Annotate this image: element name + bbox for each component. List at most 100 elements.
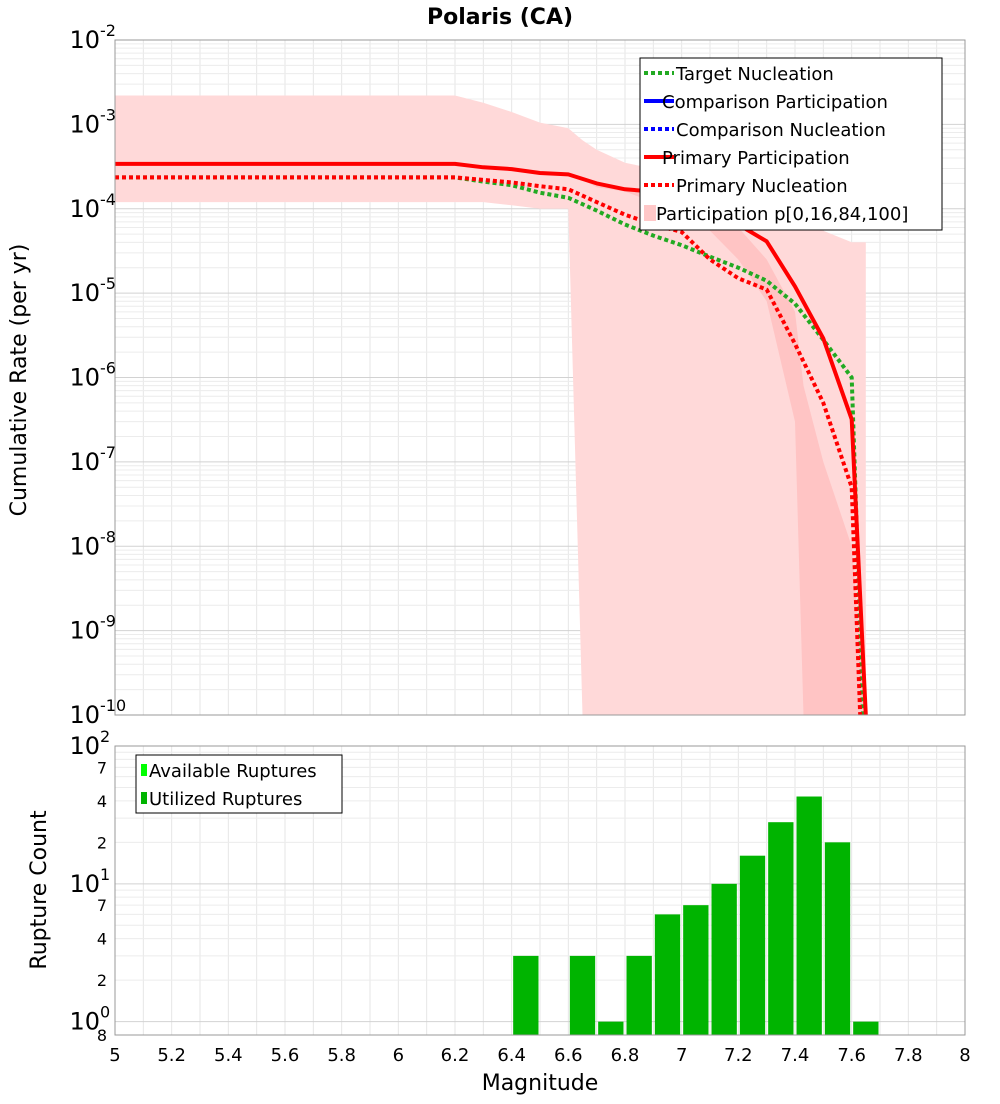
top-y-tick: 10 -5 — [69, 274, 116, 307]
x-tick-label: 5 — [109, 1045, 120, 1066]
bottom-y-tick-exponent: 0 — [100, 1003, 110, 1022]
top-y-tick-base: 10 — [69, 195, 100, 223]
bottom-legend-item: Utilized Ruptures — [141, 789, 302, 810]
top-plot-frame — [114, 39, 966, 716]
x-tick-label: 5.2 — [157, 1045, 186, 1066]
bottom-legend-swatch — [141, 792, 147, 804]
rupture-bar — [683, 905, 709, 1035]
x-tick-label: 6.8 — [611, 1045, 640, 1066]
bottom-y-tick: 8 — [97, 1026, 107, 1045]
top-y-tick: 10 -4 — [69, 190, 116, 223]
rupture-bar — [739, 855, 766, 1035]
top-y-tick-base: 10 — [69, 532, 100, 560]
top-y-tick-exponent: -10 — [100, 696, 126, 715]
top-y-tick: 10 -9 — [69, 612, 116, 645]
x-tick-label: 7.4 — [781, 1045, 810, 1066]
rupture-bar — [626, 955, 652, 1035]
top-y-tick: 10 -7 — [69, 443, 116, 476]
x-tick-label: 7.8 — [894, 1045, 923, 1066]
bottom-y-tick: 10 1 — [69, 865, 110, 898]
x-tick-label: 7.2 — [724, 1045, 753, 1066]
bottom-legend-label: Utilized Ruptures — [149, 789, 302, 810]
rupture-bar — [853, 1021, 879, 1035]
top-y-tick-base: 10 — [69, 701, 100, 729]
top-y-tick-exponent: -4 — [100, 190, 116, 209]
rupture-bar — [654, 914, 681, 1035]
bottom-y-tick-base: 2 — [97, 971, 107, 990]
participation-band-outer — [115, 95, 866, 715]
x-tick-label: 6.6 — [554, 1045, 583, 1066]
top-y-tick-base: 10 — [69, 110, 100, 138]
rupture-bar — [768, 822, 794, 1035]
top-y-tick: 10 -6 — [69, 359, 116, 392]
bottom-y-tick-base: 4 — [97, 930, 107, 949]
top-y-tick-base: 10 — [69, 279, 100, 307]
top-legend-label: Comparison Nucleation — [676, 120, 886, 141]
x-axis-label: Magnitude — [482, 1071, 599, 1096]
top-legend-item: Comparison Nucleation — [644, 120, 886, 141]
top-legend-item: Comparison Participation — [644, 92, 888, 113]
bottom-y-tick-base: 7 — [97, 758, 107, 777]
x-tick-label: 5.8 — [327, 1045, 356, 1066]
top-y-tick-exponent: -3 — [100, 105, 116, 124]
bottom-y-tick: 10 0 — [69, 1003, 110, 1036]
bottom-y-tick: 7 — [97, 758, 107, 777]
top-y-tick-base: 10 — [69, 617, 100, 645]
bottom-y-tick-base: 8 — [97, 1026, 107, 1045]
bottom-y-tick-base: 7 — [97, 896, 107, 915]
bottom-y-tick: 2 — [97, 833, 107, 852]
rupture-bar — [569, 955, 596, 1035]
top-y-tick-base: 10 — [69, 448, 100, 476]
x-tick-label: 6.4 — [497, 1045, 526, 1066]
top-y-tick-exponent: -2 — [100, 21, 116, 40]
rupture-bar — [598, 1021, 624, 1035]
top-legend-swatch — [644, 205, 656, 221]
rupture-bar — [824, 842, 851, 1035]
top-y-tick: 10 -3 — [69, 105, 116, 138]
top-y-tick-exponent: -8 — [100, 527, 116, 546]
top-legend-label: Primary Participation — [662, 148, 850, 169]
series-line-primary-participation — [115, 161, 868, 716]
x-tick-label: 8 — [959, 1045, 970, 1066]
x-tick-label: 6 — [393, 1045, 404, 1066]
top-legend-item: Primary Nucleation — [644, 176, 848, 197]
top-y-tick-exponent: -7 — [100, 443, 116, 462]
bottom-legend-box — [135, 754, 343, 814]
top-legend-label: Participation p[0,16,84,100] — [656, 204, 908, 225]
bottom-y-tick-base: 10 — [69, 1008, 100, 1036]
top-y-tick: 10 -8 — [69, 527, 116, 560]
top-y-tick-exponent: -9 — [100, 612, 116, 631]
top-y-tick-exponent: -6 — [100, 359, 116, 378]
bottom-plot-frame — [114, 745, 966, 1036]
top-legend-item: Primary Participation — [644, 148, 850, 169]
bottom-y-tick-base: 4 — [97, 792, 107, 811]
bottom-y-tick-exponent: 2 — [100, 727, 110, 746]
bottom-legend-item: Available Ruptures — [141, 761, 317, 782]
chart-title: Polaris (CA) — [427, 5, 573, 30]
bottom-y-tick: 4 — [97, 792, 107, 811]
top-y-tick: 10 -10 — [69, 696, 126, 729]
top-legend-label: Comparison Participation — [662, 92, 888, 113]
top-legend-label: Target Nucleation — [675, 64, 834, 85]
bottom-y-axis-label: Rupture Count — [27, 810, 52, 970]
top-legend-label: Primary Nucleation — [676, 176, 848, 197]
series-line-primary-nucleation — [115, 175, 863, 716]
top-legend: Target Nucleation Comparison Participatio… — [639, 57, 943, 231]
top-y-tick-base: 10 — [69, 26, 100, 54]
x-tick-label: 7 — [676, 1045, 687, 1066]
bottom-legend-swatch — [141, 764, 147, 776]
bottom-y-tick-base: 10 — [69, 732, 100, 760]
bottom-y-tick-base: 10 — [69, 870, 100, 898]
bottom-legend: Available Ruptures Utilized Ruptures — [135, 754, 343, 814]
top-y-axis-label: Cumulative Rate (per yr) — [7, 244, 32, 517]
bottom-y-tick: 2 — [97, 971, 107, 990]
top-legend-box — [639, 57, 943, 231]
rupture-bar — [796, 796, 822, 1035]
x-tick-label: 6.2 — [441, 1045, 470, 1066]
x-tick-label: 7.6 — [837, 1045, 866, 1066]
bottom-legend-label: Available Ruptures — [149, 761, 317, 782]
bottom-y-tick: 4 — [97, 930, 107, 949]
bottom-grid — [114, 746, 966, 1035]
top-y-tick-exponent: -5 — [100, 274, 116, 293]
